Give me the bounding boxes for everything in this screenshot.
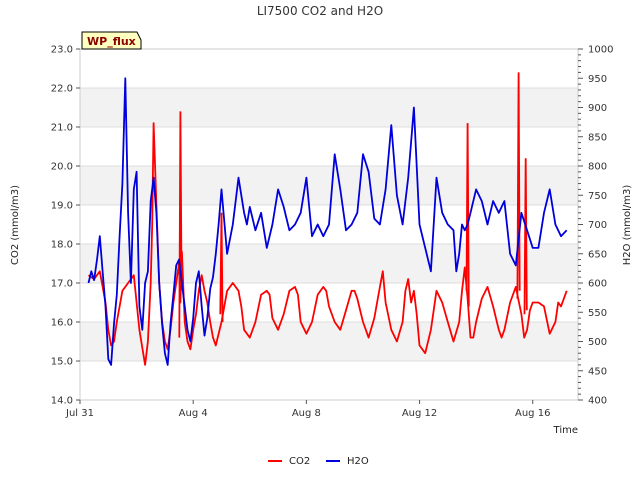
series-co2-spike [465,123,470,307]
background-band [80,244,578,283]
y-tick-label: 19.0 [51,201,73,212]
y-tick-label: 16.0 [51,318,73,329]
y-tick-label: 18.0 [51,240,73,251]
x-tick-label: Aug 8 [292,408,321,419]
legend-co2-label: CO2 [289,456,310,467]
y-tick-label: 22.0 [51,84,73,95]
x-axis: Jul 31 Aug 4 Aug 8 Aug 12 Aug 16 [65,400,550,419]
y2-tick-label: 600 [588,279,607,290]
y2-tick-label: 500 [588,337,607,348]
badge-label: WP_flux [87,35,136,48]
series-h2o-line [87,77,568,366]
right-y-axis: 400 450 500 550 600 650 700 750 800 850 900 950 1000 [578,45,613,407]
badge: WP_flux [81,31,142,50]
chart-title: LI7500 CO2 and H2O [257,4,383,18]
background-band [80,322,578,361]
y-tick-label: 23.0 [51,45,73,56]
y-tick-label: 21.0 [51,123,73,134]
y-tick-label: 20.0 [51,162,73,173]
x-tick-label: Aug 4 [179,408,208,419]
y2-tick-label: 750 [588,191,607,202]
y2-tick-label: 650 [588,249,607,260]
y2-tick-label: 900 [588,103,607,114]
x-tick-label: Aug 12 [402,408,437,419]
y2-tick-label: 800 [588,162,607,173]
x-tick-label: Jul 31 [65,408,94,419]
legend-h2o-label: H2O [347,456,369,467]
y2-tick-label: 1000 [588,45,613,56]
y2-tick-label: 450 [588,366,607,377]
series-co2-spike [516,72,521,299]
series-co2-spike [178,111,183,338]
badge-box [81,31,142,50]
x-axis-title: Time [553,425,578,436]
left-y-axis: 14.0 15.0 16.0 17.0 18.0 19.0 20.0 21.0 22.0 23.0 [51,45,80,407]
background-band [80,88,578,127]
y-tick-label: 14.0 [51,396,73,407]
plot-background-bands [80,88,578,361]
series-co2-spike [219,212,224,323]
series-co2-spike [523,158,528,315]
legend: CO2 H2O [268,456,369,467]
x-tick-label: Aug 16 [515,408,550,419]
left-axis-title: CO2 (mmol/m3) [10,185,21,265]
series-layer [87,72,568,366]
y-tick-label: 17.0 [51,279,73,290]
y2-tick-label: 400 [588,396,607,407]
right-axis-title: H2O (mmol/m3) [622,185,633,266]
y2-tick-label: 850 [588,132,607,143]
y2-tick-label: 950 [588,74,607,85]
y-tick-label: 15.0 [51,357,73,368]
y2-tick-label: 550 [588,308,607,319]
background-band [80,166,578,205]
y2-tick-label: 700 [588,220,607,231]
